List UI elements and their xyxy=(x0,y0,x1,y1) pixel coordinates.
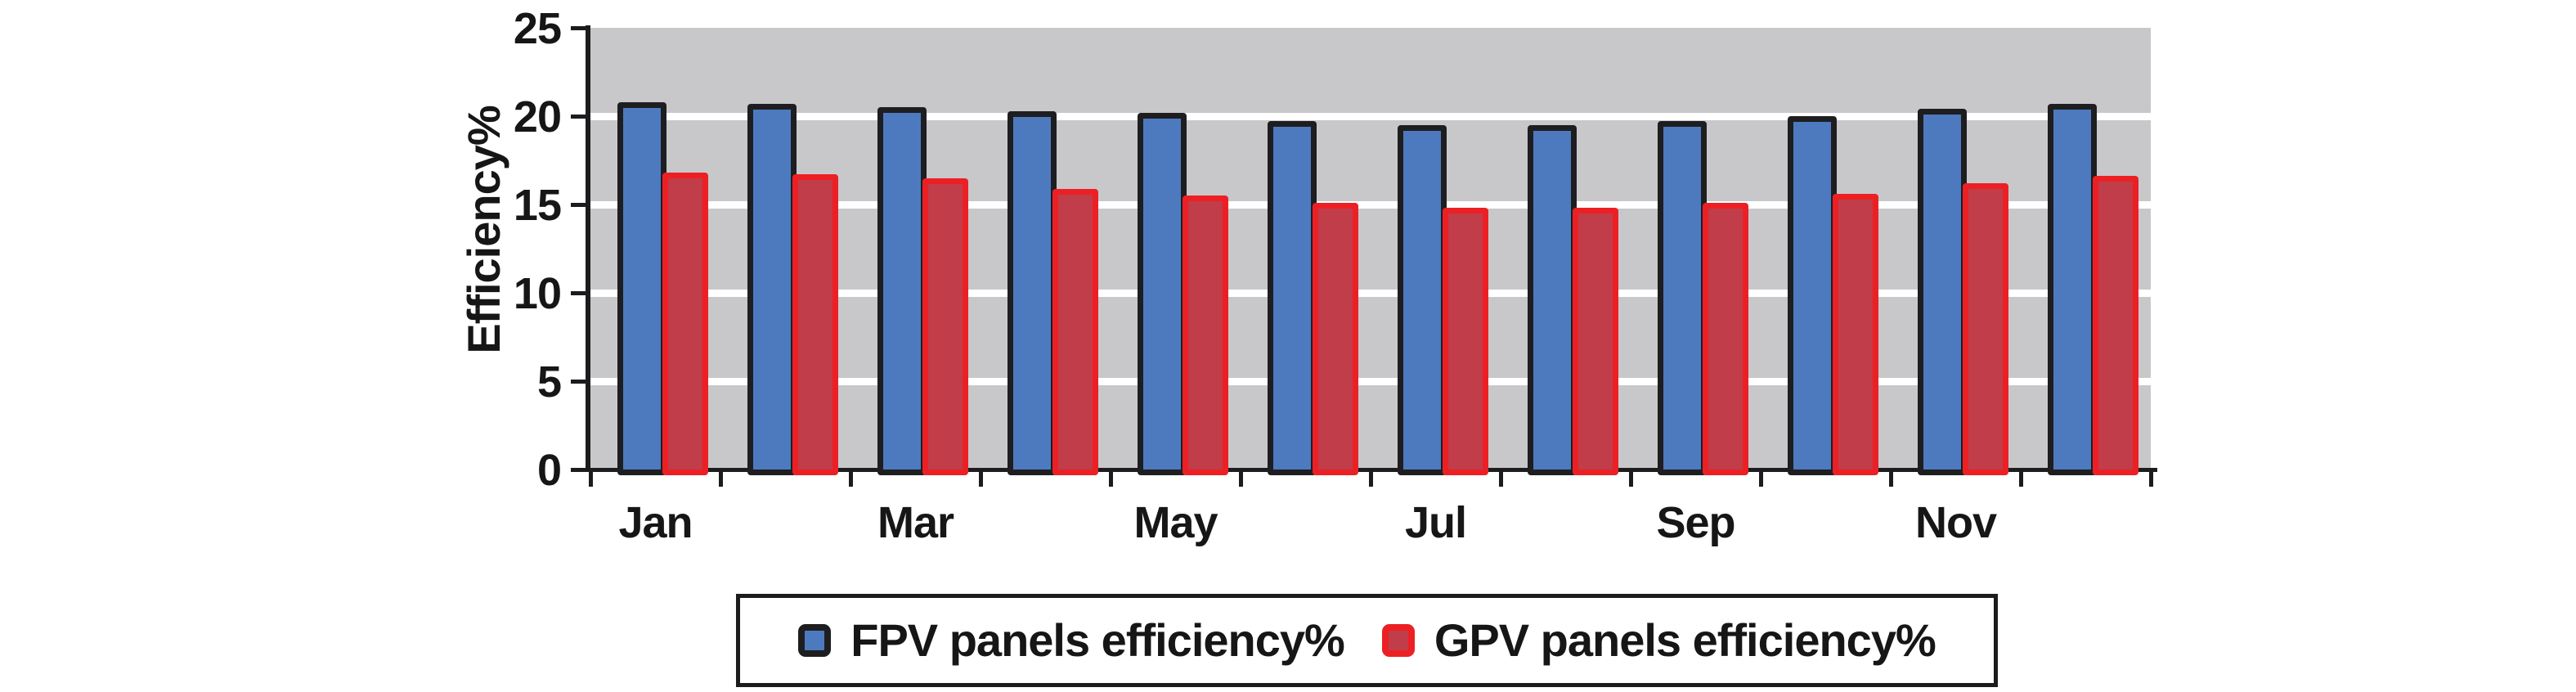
y-tick-label-5: 5 xyxy=(536,357,562,407)
bar-gpv-jun xyxy=(1313,202,1358,475)
y-axis-line xyxy=(586,25,590,472)
y-axis-title: Efficiency% xyxy=(458,106,509,354)
gridline-10 xyxy=(590,290,2151,297)
x-tick-mark-8 xyxy=(1629,472,1633,487)
bar-fpv-may xyxy=(1138,112,1187,475)
x-tick-mark-0 xyxy=(589,472,593,487)
bar-fpv-feb xyxy=(747,103,797,475)
y-tick-label-0: 0 xyxy=(536,446,562,495)
bar-fpv-mar xyxy=(877,107,927,475)
gridline-5 xyxy=(590,378,2151,385)
x-tick-mark-4 xyxy=(1109,472,1113,487)
x-tick-label-mar: Mar xyxy=(877,498,954,547)
legend-marker-icon-fpv xyxy=(798,624,832,657)
x-tick-label-jul: Jul xyxy=(1404,498,1467,547)
x-tick-mark-3 xyxy=(979,472,983,487)
bar-gpv-jul xyxy=(1443,208,1488,475)
gridline-15 xyxy=(590,201,2151,209)
bar-gpv-nov xyxy=(1963,183,2008,475)
bar-gpv-may xyxy=(1183,195,1228,475)
legend-item-gpv: GPV panels efficiency% xyxy=(1381,614,1936,666)
x-tick-label-sep: Sep xyxy=(1656,498,1735,547)
x-tick-mark-6 xyxy=(1369,472,1373,487)
x-tick-mark-11 xyxy=(2019,472,2023,487)
x-tick-mark-1 xyxy=(719,472,723,487)
bar-gpv-mar xyxy=(922,177,968,475)
x-tick-mark-2 xyxy=(849,472,853,487)
y-tick-label-25: 25 xyxy=(513,4,562,53)
bar-fpv-jul xyxy=(1398,124,1447,475)
bar-gpv-dec xyxy=(2093,176,2138,475)
x-tick-mark-9 xyxy=(1759,472,1763,487)
legend: FPV panels efficiency% GPV panels efficie… xyxy=(736,594,1998,687)
legend-marker-icon-gpv xyxy=(1381,624,1415,657)
bar-fpv-jun xyxy=(1268,121,1317,475)
bar-gpv-oct xyxy=(1833,194,1878,475)
y-tick-mark-10 xyxy=(571,291,586,295)
bar-gpv-jan xyxy=(662,173,708,475)
bar-gpv-sep xyxy=(1703,202,1748,475)
x-tick-label-nov: Nov xyxy=(1914,498,1997,547)
bar-gpv-aug xyxy=(1573,208,1618,475)
bar-fpv-dec xyxy=(2048,103,2097,475)
y-tick-mark-0 xyxy=(571,468,586,472)
y-tick-mark-25 xyxy=(571,26,586,30)
bar-fpv-jan xyxy=(617,101,666,475)
bar-fpv-apr xyxy=(1008,110,1057,475)
bar-fpv-oct xyxy=(1788,116,1837,475)
y-tick-mark-15 xyxy=(571,203,586,207)
y-tick-mark-5 xyxy=(571,380,586,384)
x-tick-mark-7 xyxy=(1499,472,1503,487)
bar-fpv-sep xyxy=(1658,121,1707,475)
x-tick-mark-10 xyxy=(1889,472,1893,487)
bar-fpv-nov xyxy=(1918,109,1967,475)
x-tick-mark-12 xyxy=(2149,472,2153,487)
x-tick-mark-5 xyxy=(1239,472,1243,487)
bar-gpv-apr xyxy=(1052,188,1098,475)
y-tick-mark-20 xyxy=(571,115,586,119)
plot-area xyxy=(590,28,2151,470)
y-tick-label-20: 20 xyxy=(513,92,562,142)
y-tick-label-10: 10 xyxy=(513,269,562,318)
x-axis-line xyxy=(571,468,2157,472)
legend-label: GPV panels efficiency% xyxy=(1434,614,1936,666)
legend-label: FPV panels efficiency% xyxy=(850,614,1345,666)
y-tick-label-15: 15 xyxy=(513,181,562,230)
bar-fpv-aug xyxy=(1528,124,1577,475)
x-tick-label-may: May xyxy=(1133,498,1218,547)
x-tick-label-jan: Jan xyxy=(618,498,693,547)
gridline-20 xyxy=(590,113,2151,120)
legend-item-fpv: FPV panels efficiency% xyxy=(798,614,1345,666)
bar-gpv-feb xyxy=(792,174,838,475)
